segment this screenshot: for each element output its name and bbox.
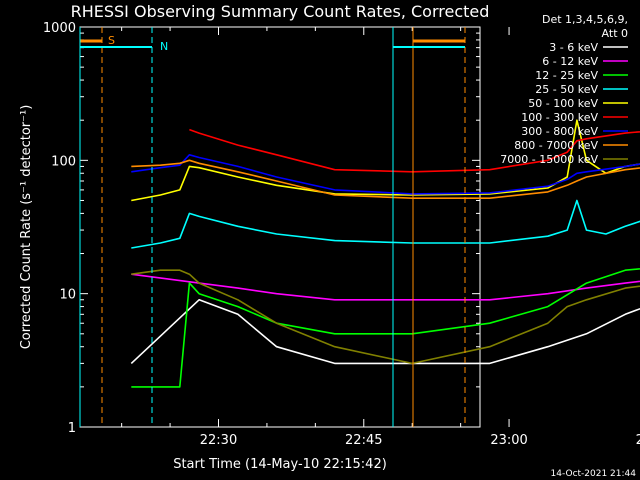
legend-label: 12 - 25 keV	[535, 69, 598, 82]
series-line-3	[131, 267, 640, 388]
legend-label: 800 - 7000 keV	[514, 139, 598, 152]
chart-title: RHESSI Observing Summary Count Rates, Co…	[71, 2, 490, 21]
legend-label: 3 - 6 keV	[549, 41, 598, 54]
plot-area	[79, 26, 481, 428]
legend-label: 100 - 300 keV	[521, 111, 598, 124]
x-tick-label: 23:15	[636, 433, 640, 448]
series-line-1	[130, 299, 640, 365]
series-line-4	[131, 199, 640, 249]
axes-frame	[79, 26, 481, 428]
y-tick-label: 10	[59, 288, 76, 303]
legend-header-line-1: Det 1,3,4,5,6,9,	[542, 13, 628, 26]
y-tick-label: 100	[51, 154, 76, 169]
legend-label: 50 - 100 keV	[528, 97, 598, 110]
night-label: N	[160, 40, 168, 53]
series-line-8	[131, 159, 640, 199]
series-line-9	[131, 269, 640, 365]
series-line-6	[189, 128, 640, 173]
legend-label: 6 - 12 keV	[542, 55, 598, 68]
x-tick-label: 23:00	[490, 433, 527, 448]
y-axis-label: Corrected Count Rate (s⁻¹ detector⁻¹)	[19, 105, 34, 350]
legend-label: 300 - 800 keV	[521, 125, 598, 138]
series-line-5	[131, 119, 640, 202]
legend-header-line-2: Att 0	[602, 27, 628, 40]
series-line-2	[131, 273, 640, 301]
series-line-7	[131, 154, 640, 195]
x-tick-label: 22:45	[345, 433, 382, 448]
y-tick-label: 1000	[43, 21, 76, 36]
x-tick-label: 22:30	[200, 433, 237, 448]
saa-label: S	[108, 34, 115, 47]
legend-label: 25 - 50 keV	[535, 83, 598, 96]
x-axis-label: Start Time (14-May-10 22:15:42)	[173, 457, 387, 472]
series-layer	[130, 119, 640, 388]
legend-label: 7000 - 15000 keV	[500, 153, 598, 166]
timestamp-footer: 14-Oct-2021 21:44	[551, 469, 637, 479]
y-tick-label: 1	[68, 421, 76, 436]
